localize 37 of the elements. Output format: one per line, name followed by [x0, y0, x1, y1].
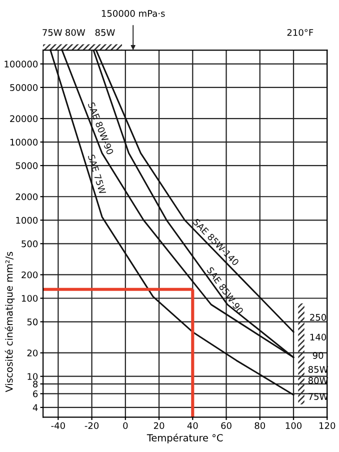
- x-tick-label: 60: [221, 422, 232, 430]
- annotation: 250: [310, 314, 326, 321]
- y-tick-label: 5000: [16, 162, 38, 170]
- x-tick-label: -20: [84, 422, 99, 430]
- y-axis-title: Viscosité cinématique mm²/s: [4, 252, 15, 392]
- y-tick-label: 20: [27, 350, 38, 356]
- y-tick-label: 200: [22, 271, 38, 278]
- x-tick-label: 20: [154, 422, 164, 430]
- text: 210°F: [287, 29, 314, 36]
- text: SAE 75W: [88, 154, 106, 195]
- x-tick-label: 80: [254, 422, 266, 430]
- y-tick-label: 1000: [16, 216, 38, 224]
- annotation: 90: [312, 352, 324, 359]
- line-series: [50, 50, 294, 396]
- y-tick-label: 6: [33, 390, 38, 398]
- y-tick-label: 500: [22, 240, 38, 248]
- text: 85W: [95, 29, 115, 36]
- x-tick-label: 0: [123, 422, 128, 430]
- x-tick-label: 40: [187, 422, 198, 430]
- y-tick-label: 10: [28, 373, 38, 380]
- text: 80W: [66, 29, 86, 36]
- x-tick-label: 120: [320, 422, 336, 430]
- annotation: 140: [310, 334, 326, 341]
- x-tick-label: 100: [286, 422, 302, 430]
- y-tick-label: 4: [32, 404, 38, 411]
- y-tick-label: 50: [27, 318, 38, 326]
- y-tick-label: 2000: [16, 193, 38, 200]
- text: 75W: [42, 29, 62, 36]
- x-tick-label: -40: [51, 422, 65, 430]
- text: 150000 mPa·s: [102, 10, 165, 17]
- y-tick-label: 8: [33, 380, 38, 388]
- y-tick-label: 20000: [10, 115, 38, 122]
- y-tick-label: 100: [22, 294, 38, 302]
- y-tick-label: 100000: [4, 60, 38, 68]
- y-tick-label: 10000: [10, 138, 38, 146]
- y-tick-label: 50000: [10, 84, 38, 91]
- x-axis-title: Température °C: [146, 434, 223, 444]
